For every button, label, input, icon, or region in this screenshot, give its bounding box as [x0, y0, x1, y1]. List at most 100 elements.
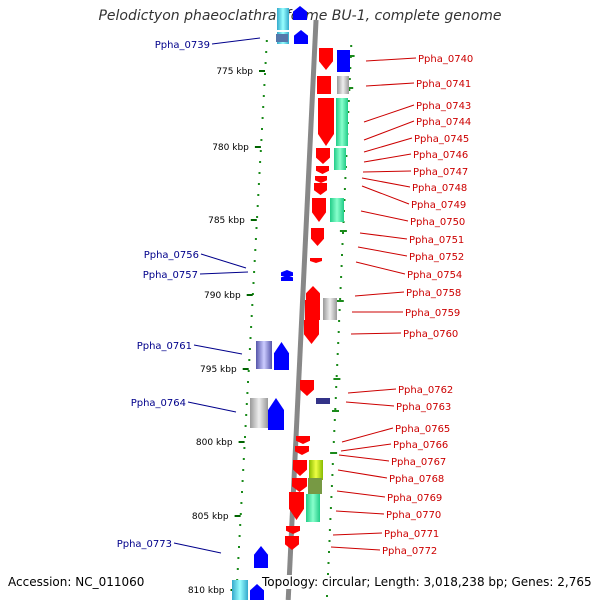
guide-dot — [336, 353, 339, 355]
ruler-tick — [250, 219, 257, 221]
gene-arrow — [293, 6, 307, 20]
guide-dot — [245, 414, 248, 416]
guide-dot — [257, 183, 260, 185]
guide-dot — [338, 320, 341, 322]
guide-dot — [262, 95, 265, 97]
guide-dot — [333, 419, 336, 421]
right-gene-label: Ppha_0754 — [407, 270, 462, 281]
leader-line — [363, 137, 413, 153]
gene-arrow — [250, 584, 264, 600]
guide-dot — [340, 265, 343, 267]
left-gene-label: Ppha_0764 — [131, 398, 186, 409]
right-gene-label: Ppha_0743 — [416, 101, 471, 112]
gene-arrow — [294, 30, 308, 44]
ruler-tick — [246, 294, 253, 296]
guide-dot — [253, 260, 256, 262]
guide-dot — [248, 348, 251, 350]
right-gene-label: Ppha_0741 — [416, 79, 471, 90]
gene-arrow — [274, 342, 289, 370]
guide-dot — [332, 441, 335, 443]
guide-dot — [261, 117, 264, 119]
ruler-tick-label: 805 kbp — [192, 512, 229, 522]
gene-box — [305, 300, 320, 320]
left-gene-label: Ppha_0773 — [117, 539, 172, 550]
guide-dot — [244, 436, 246, 438]
right-gene-label: Ppha_0759 — [405, 308, 460, 319]
guide-dot — [264, 73, 266, 75]
guide-dot — [333, 430, 336, 432]
leader-line — [336, 490, 386, 498]
guide-dot — [349, 67, 352, 69]
guide-dot — [265, 51, 268, 53]
right-gene-label: Ppha_0758 — [406, 288, 461, 299]
guide-dot — [334, 397, 337, 399]
guide-dot — [335, 375, 338, 377]
guide-dot — [264, 62, 267, 64]
gene-box — [232, 580, 248, 600]
leader-line — [347, 388, 397, 394]
guide-dot — [240, 502, 243, 504]
right-gene-label: Ppha_0769 — [387, 493, 442, 504]
left-gene-label: Ppha_0756 — [144, 250, 199, 261]
ruler-tick-label: 795 kbp — [200, 365, 237, 375]
guide-dot — [242, 469, 245, 471]
guide-dot — [347, 111, 350, 113]
guide-dot — [256, 216, 259, 218]
gene-box — [316, 398, 330, 404]
leader-line — [365, 82, 415, 87]
leader-line — [365, 57, 417, 62]
gene-box — [317, 76, 331, 94]
guide-dot — [262, 106, 265, 108]
guide-dot — [238, 546, 240, 548]
guide-dot — [345, 155, 348, 157]
right-gene-label: Ppha_0748 — [412, 183, 467, 194]
leader-line — [338, 454, 390, 462]
genome-summary-text: Topology: circular; Length: 3,018,238 bp… — [262, 575, 592, 589]
gene-box — [276, 34, 288, 42]
right-gene-label: Ppha_0750 — [410, 217, 465, 228]
gene-arrow — [304, 320, 319, 344]
guide-dot — [247, 381, 249, 383]
leader-line — [335, 510, 385, 515]
guide-dot — [263, 84, 266, 86]
guide-dot — [255, 227, 258, 229]
leader-line — [350, 332, 402, 335]
gene-arrow — [300, 380, 314, 396]
ruler-tick-label: 810 kbp — [188, 586, 225, 596]
leader-line — [332, 532, 383, 536]
guide-dot — [327, 573, 329, 575]
guide-dot — [350, 45, 353, 47]
gene-arrow — [296, 436, 310, 444]
leader-line — [341, 427, 394, 443]
gene-arrow — [281, 270, 293, 276]
guide-dot — [330, 485, 333, 487]
right-gene-label: Ppha_0767 — [391, 457, 446, 468]
gene-box — [250, 398, 268, 428]
guide-dot — [329, 518, 332, 520]
guide-dot — [337, 331, 340, 333]
ruler-tick — [238, 441, 245, 443]
right-gene-label: Ppha_0752 — [409, 252, 464, 263]
gene-arrow — [316, 166, 329, 174]
left-gene-label: Ppha_0761 — [137, 341, 192, 352]
guide-dot — [241, 480, 244, 482]
leader-line — [363, 104, 415, 123]
guide-dot — [348, 78, 351, 80]
guide-dot — [258, 172, 261, 174]
guide-dot — [239, 524, 242, 526]
guide-dot — [330, 496, 333, 498]
guide-dot — [261, 128, 263, 130]
guide-dot — [337, 342, 340, 344]
guide-dot — [247, 370, 250, 372]
gene-arrow — [281, 275, 293, 281]
ruler-tick — [234, 515, 241, 517]
guide-dot — [259, 161, 262, 163]
right-gene-label: Ppha_0763 — [396, 402, 451, 413]
guide-dot — [265, 40, 268, 42]
guide-dot — [259, 150, 262, 152]
leader-line — [337, 469, 388, 479]
guide-dot — [250, 326, 253, 328]
leader-line — [193, 344, 243, 355]
right-gene-label: Ppha_0766 — [393, 440, 448, 451]
